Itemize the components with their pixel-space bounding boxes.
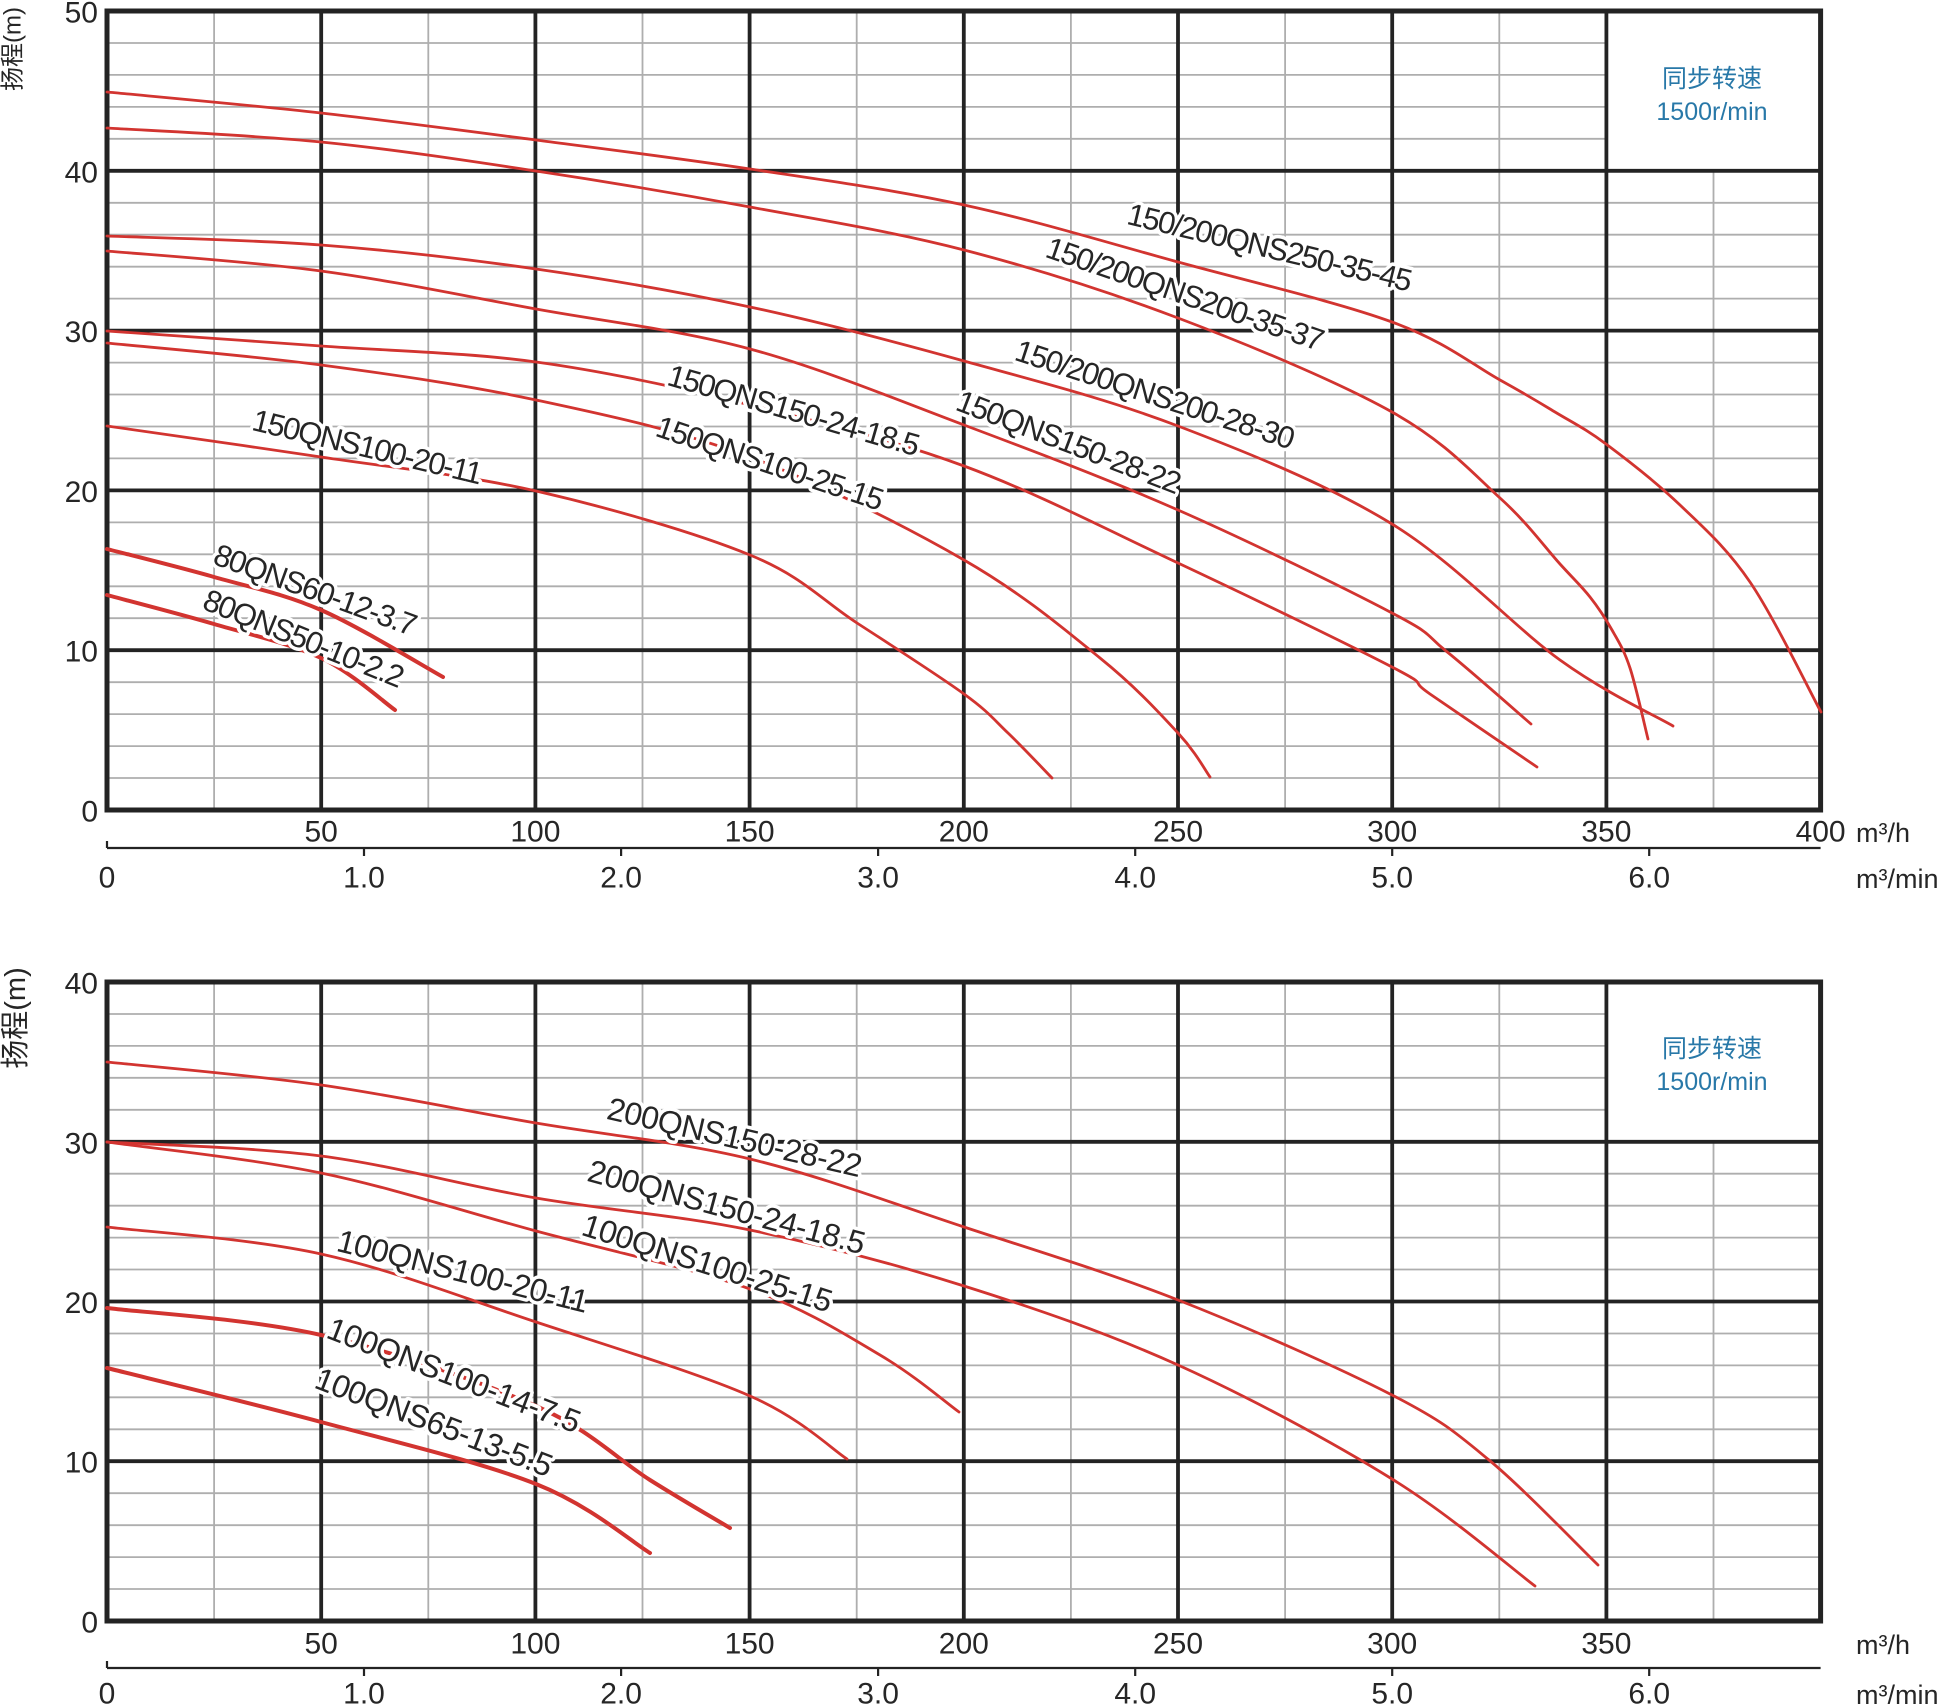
svg-text:50: 50	[65, 0, 98, 30]
svg-text:20: 20	[65, 1287, 98, 1320]
svg-text:5.0: 5.0	[1371, 862, 1413, 895]
svg-text:1.0: 1.0	[343, 862, 385, 895]
svg-text:0: 0	[99, 1678, 116, 1704]
svg-text:1.0: 1.0	[343, 1678, 385, 1704]
svg-text:0: 0	[99, 862, 116, 895]
svg-text:扬程(m): 扬程(m)	[0, 7, 27, 91]
svg-text:m³/min: m³/min	[1856, 864, 1939, 894]
svg-text:30: 30	[65, 316, 98, 349]
svg-text:0: 0	[81, 1607, 98, 1640]
svg-text:4.0: 4.0	[1114, 862, 1156, 895]
svg-text:2.0: 2.0	[600, 862, 642, 895]
svg-text:10: 10	[65, 1447, 98, 1480]
svg-text:250: 250	[1153, 1628, 1203, 1661]
svg-text:4.0: 4.0	[1114, 1678, 1156, 1704]
svg-text:200: 200	[939, 1628, 989, 1661]
svg-text:3.0: 3.0	[857, 862, 899, 895]
svg-text:400: 400	[1796, 816, 1846, 849]
svg-text:m³/h: m³/h	[1856, 1630, 1910, 1660]
svg-text:50: 50	[305, 816, 338, 849]
svg-text:6.0: 6.0	[1628, 862, 1670, 895]
svg-text:扬程(m): 扬程(m)	[0, 967, 32, 1068]
svg-text:1500r/min: 1500r/min	[1656, 98, 1767, 126]
svg-text:m³/min: m³/min	[1856, 1680, 1939, 1704]
svg-text:2.0: 2.0	[600, 1678, 642, 1704]
svg-text:40: 40	[65, 968, 98, 1001]
svg-text:m³/h: m³/h	[1856, 818, 1910, 848]
svg-text:50: 50	[305, 1628, 338, 1661]
svg-text:40: 40	[65, 156, 98, 189]
svg-text:300: 300	[1367, 816, 1417, 849]
svg-text:同步转速: 同步转速	[1662, 65, 1762, 93]
svg-text:350: 350	[1581, 816, 1631, 849]
svg-text:250: 250	[1153, 816, 1203, 849]
svg-text:150: 150	[725, 1628, 775, 1661]
svg-text:0: 0	[81, 796, 98, 829]
svg-text:5.0: 5.0	[1371, 1678, 1413, 1704]
svg-text:300: 300	[1367, 1628, 1417, 1661]
svg-text:100: 100	[510, 816, 560, 849]
svg-text:同步转速: 同步转速	[1662, 1035, 1762, 1063]
svg-text:20: 20	[65, 476, 98, 509]
svg-text:10: 10	[65, 636, 98, 669]
svg-text:150: 150	[725, 816, 775, 849]
svg-text:350: 350	[1581, 1628, 1631, 1661]
svg-text:100: 100	[510, 1628, 560, 1661]
svg-text:6.0: 6.0	[1628, 1678, 1670, 1704]
svg-text:200: 200	[939, 816, 989, 849]
svg-text:3.0: 3.0	[857, 1678, 899, 1704]
svg-text:1500r/min: 1500r/min	[1656, 1068, 1767, 1096]
svg-text:30: 30	[65, 1127, 98, 1160]
